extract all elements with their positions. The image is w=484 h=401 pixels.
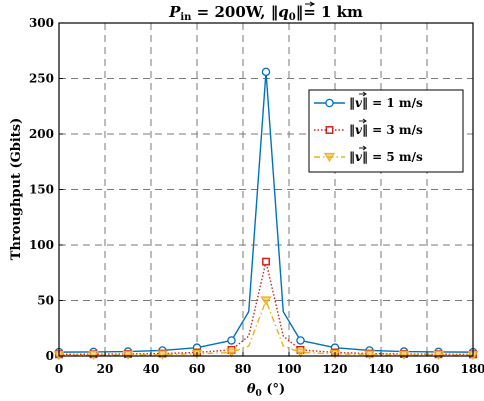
legend-vector-arrowhead: [362, 118, 367, 124]
legend-label-2: ‖v‖ = 3 m/s: [349, 123, 423, 137]
legend-vector-arrowhead: [362, 145, 367, 151]
series-2-point: [262, 257, 270, 266]
series-3-point: [225, 348, 238, 358]
x-axis-label-theta: θ: [247, 382, 256, 397]
series-3-point: [294, 348, 307, 358]
series-line-2: [58, 260, 474, 356]
x-axis-label: θ0 (°): [247, 382, 285, 399]
y-tick-label: 0: [46, 349, 54, 363]
series-3-point: [363, 350, 376, 360]
x-tick-label: 160: [414, 362, 439, 376]
x-axis-label-unit: (°): [262, 382, 285, 397]
x-axis-label-sub: 0: [256, 389, 262, 399]
title-end: ‖= 1 km: [296, 3, 363, 21]
y-tick-label: 250: [29, 72, 54, 86]
series-3-point: [398, 350, 410, 361]
legend-vector-arrowhead: [362, 91, 367, 97]
tick-layer: 0 20 40 60 80 100 120 140 160 180 0 50 100 150 200 250 3…: [29, 16, 484, 376]
title-q-sub: 0: [289, 12, 296, 23]
title-q-vector-arrowhead: [309, 1, 316, 7]
title-mid: = 200W, ‖: [191, 3, 278, 21]
x-tick-label: 60: [189, 362, 206, 376]
x-tick-label: 140: [368, 362, 393, 376]
series-1-point: [227, 336, 236, 345]
legend: ‖v‖ = 1 m/s ‖v‖ = 3 m/s ‖v‖ = 5 m/s: [308, 89, 464, 173]
legend-marker-1: [325, 98, 334, 108]
x-tick-label: 40: [143, 362, 160, 376]
x-tick-label: 20: [97, 362, 114, 376]
y-tick-label: 50: [37, 294, 54, 308]
y-tick-label: 200: [29, 127, 54, 141]
y-tick-label: 150: [29, 183, 54, 197]
x-tick-label: 100: [276, 362, 301, 376]
y-tick-label: 100: [29, 238, 54, 252]
series-3-point: [260, 296, 272, 306]
title-p-sub: in: [180, 12, 192, 23]
x-tick-label: 180: [460, 362, 484, 376]
y-axis-label: Throughput (Gbits): [9, 118, 24, 260]
title-p: P: [168, 3, 181, 21]
legend-label-3: ‖v‖ = 5 m/s: [349, 150, 423, 164]
legend-marker-2: [325, 126, 334, 134]
legend-marker-3: [323, 152, 336, 163]
series-3-point: [432, 350, 445, 361]
series-1-point: [296, 336, 305, 345]
title-q: q: [278, 3, 289, 21]
x-tick-label: 80: [235, 362, 252, 376]
chart-title: Pin = 200W, ‖q0‖= 1 km: [168, 3, 363, 23]
series-1-point: [261, 67, 271, 77]
legend-label-1: ‖v‖ = 1 m/s: [349, 96, 423, 110]
series-3-point: [156, 350, 169, 360]
series-line-3: [58, 299, 474, 356]
x-tick-label: 120: [322, 362, 347, 376]
series-3-point: [87, 350, 100, 361]
series-3-point: [122, 350, 134, 361]
x-tick-label: 0: [55, 362, 63, 376]
y-tick-label: 300: [29, 16, 54, 30]
